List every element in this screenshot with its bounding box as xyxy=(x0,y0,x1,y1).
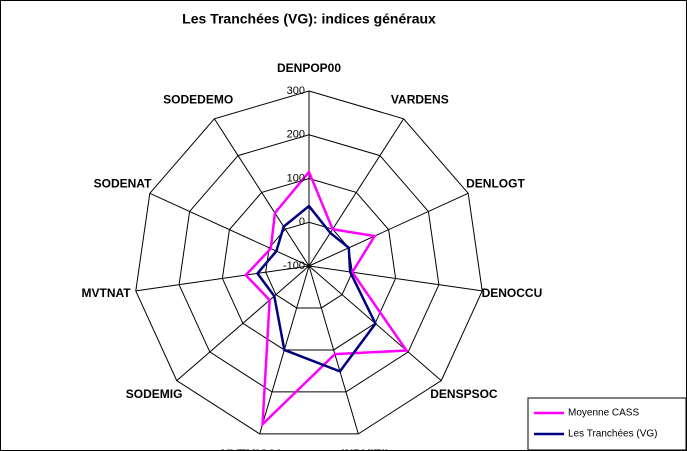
axis-spoke xyxy=(308,192,469,267)
tick-label: -100 xyxy=(283,260,305,272)
grid-ring xyxy=(135,90,483,435)
legend-box xyxy=(527,397,687,451)
axis-spoke xyxy=(135,265,310,292)
axis-spoke xyxy=(176,265,310,381)
category-label: DENOCCU xyxy=(482,286,543,300)
category-label: DENPOP00 xyxy=(277,61,341,75)
grid-ring xyxy=(178,134,440,393)
grid-ring xyxy=(221,177,397,351)
axis-spoke xyxy=(308,118,405,267)
axis-spoke xyxy=(308,265,359,435)
category-label: VARDENS xyxy=(391,92,449,106)
legend-label: Les Tranchées (VG) xyxy=(568,429,657,440)
category-label: INDVIEIL xyxy=(341,447,392,451)
tick-label: 300 xyxy=(287,85,305,97)
axis-spoke xyxy=(308,265,483,292)
series-line xyxy=(244,169,409,428)
category-label: SODENAT xyxy=(94,176,152,190)
axis-spoke xyxy=(149,192,310,267)
category-label: SODEMIG xyxy=(126,387,183,401)
category-label: SODEDEMO xyxy=(163,92,233,106)
legend-label: Moyenne CASS xyxy=(568,408,639,419)
category-label: DENLOGT xyxy=(466,176,525,190)
series-line xyxy=(255,204,377,373)
category-label: DENSPSOC xyxy=(430,387,498,401)
category-label: MVTMIG00 xyxy=(221,447,283,451)
category-label: MVTNAT xyxy=(82,286,132,300)
tick-label: 200 xyxy=(287,129,305,141)
chart-title: Les Tranchées (VG): indices généraux xyxy=(182,11,436,27)
tick-label: 0 xyxy=(299,216,305,228)
axis-spoke xyxy=(213,118,310,267)
tick-label: 100 xyxy=(287,172,305,184)
